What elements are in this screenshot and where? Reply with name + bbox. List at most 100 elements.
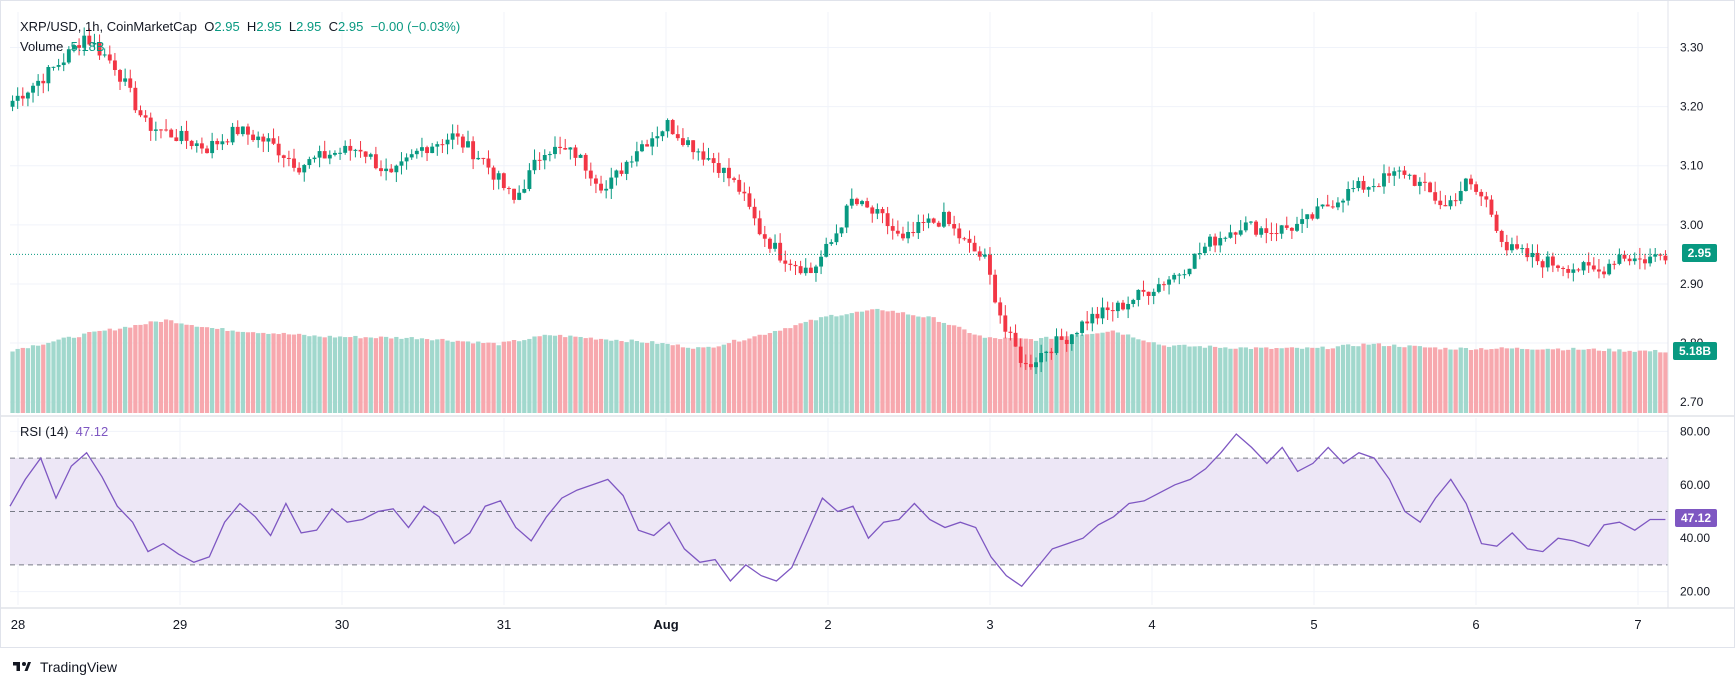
candle-body (640, 144, 644, 152)
volume-bar (92, 331, 97, 413)
volume-bar (440, 338, 445, 413)
volume-bar (1607, 348, 1612, 413)
candle-body (1126, 303, 1131, 310)
candle-body (205, 148, 209, 154)
volume-bar (476, 341, 481, 413)
candle-body (15, 95, 20, 101)
candle-body (353, 149, 358, 151)
volume-bar (962, 329, 967, 413)
candle-body (1167, 279, 1172, 285)
candle-body (102, 54, 107, 56)
candle-body (1003, 315, 1008, 332)
rsi-label[interactable]: RSI (14) (20, 424, 69, 439)
volume-bar (225, 330, 230, 413)
candle-body (1223, 237, 1228, 239)
volume-bar (424, 339, 430, 413)
candle-body (1192, 253, 1197, 269)
candle-body (527, 170, 532, 189)
volume-bar (1023, 338, 1028, 413)
volume-bar (179, 323, 184, 413)
candle-body (1438, 200, 1443, 206)
volume-bar (1008, 337, 1013, 413)
rsi-tick-label: 80.00 (1680, 424, 1710, 438)
volume-bar (1366, 344, 1371, 413)
volume-bar (639, 342, 645, 413)
candle-body (1136, 289, 1141, 300)
tradingview-branding[interactable]: TradingView (10, 659, 117, 675)
volume-bar (1658, 352, 1663, 413)
candle-body (742, 191, 747, 194)
volume-bar (1105, 331, 1110, 413)
volume-bar (10, 351, 15, 413)
rsi-legend[interactable]: RSI (14) 47.12 (20, 424, 108, 440)
candle-body (419, 147, 424, 151)
volume-bar (1305, 347, 1310, 413)
candle-body (1023, 362, 1028, 365)
candle-body (680, 138, 685, 146)
volume-bar (1566, 349, 1571, 413)
candle-body (271, 138, 276, 144)
volume-bar (1530, 349, 1535, 413)
volume-bar (1136, 339, 1141, 413)
candle-body (36, 80, 41, 86)
candle-body (1515, 244, 1519, 249)
candle-body (286, 157, 291, 159)
candle-body (962, 238, 967, 240)
time-tick-label: 5 (1310, 617, 1317, 632)
rsi-axis[interactable]: 20.00 40.00 60.00 80.00 (1680, 424, 1710, 598)
volume-bar (1233, 348, 1238, 413)
candle-body (1463, 178, 1468, 191)
volume-bar (1090, 333, 1095, 413)
volume-bar (1125, 334, 1131, 413)
candle-body (455, 133, 460, 137)
volume-bar (655, 343, 660, 413)
candle-body (107, 54, 112, 61)
volume-bar (1238, 347, 1243, 413)
candle-body (860, 201, 864, 205)
candle-body (179, 130, 184, 142)
candle-body (895, 230, 900, 234)
candle-body (721, 167, 726, 173)
candle-body (1320, 204, 1325, 207)
candle-body (931, 218, 936, 223)
price-axis[interactable]: 2.702.802.903.003.103.203.30 (1680, 40, 1704, 409)
symbol-legend[interactable]: XRP/USD, 1h, CoinMarketCap O2.95 H2.95 L… (20, 19, 460, 35)
candle-body (686, 140, 690, 146)
symbol-title[interactable]: XRP/USD, 1h, CoinMarketCap (20, 19, 198, 34)
volume-bar (481, 343, 486, 413)
candle-body (767, 238, 772, 249)
candle-body (1361, 181, 1366, 190)
time-axis[interactable]: 28 29 30 31 Aug 2 3 4 5 6 7 (11, 617, 1642, 632)
volume-bar (716, 346, 721, 413)
candle-body (1407, 174, 1412, 176)
volume-bar (1033, 340, 1039, 413)
volume-bar (568, 335, 573, 413)
candle-body (1617, 254, 1622, 264)
time-tick-label: 30 (335, 617, 349, 632)
volume-legend[interactable]: Volume 5.18B (20, 39, 105, 55)
candle-body (72, 45, 76, 50)
volume-bar (1223, 347, 1228, 413)
volume-label[interactable]: Volume (20, 39, 64, 54)
volume-bar (1310, 347, 1315, 413)
volume-bar (1264, 347, 1269, 413)
volume-bar (107, 328, 112, 413)
volume-bar (245, 332, 251, 413)
candle-body (368, 154, 373, 157)
volume-bar (1320, 346, 1325, 413)
volume-bar (501, 341, 506, 413)
volume-bar (670, 345, 675, 413)
candle-body (1039, 352, 1044, 363)
candle-body (1591, 265, 1596, 270)
candle-body (1530, 252, 1535, 258)
candle-body (711, 158, 716, 164)
candle-body (404, 157, 409, 162)
volume-bar (389, 338, 394, 413)
candle-body (553, 146, 557, 155)
volume-bar (1269, 348, 1274, 413)
volume-bar (1601, 350, 1607, 413)
candle-body (609, 177, 614, 189)
candle-body (1643, 259, 1647, 264)
candle-body (486, 158, 491, 168)
